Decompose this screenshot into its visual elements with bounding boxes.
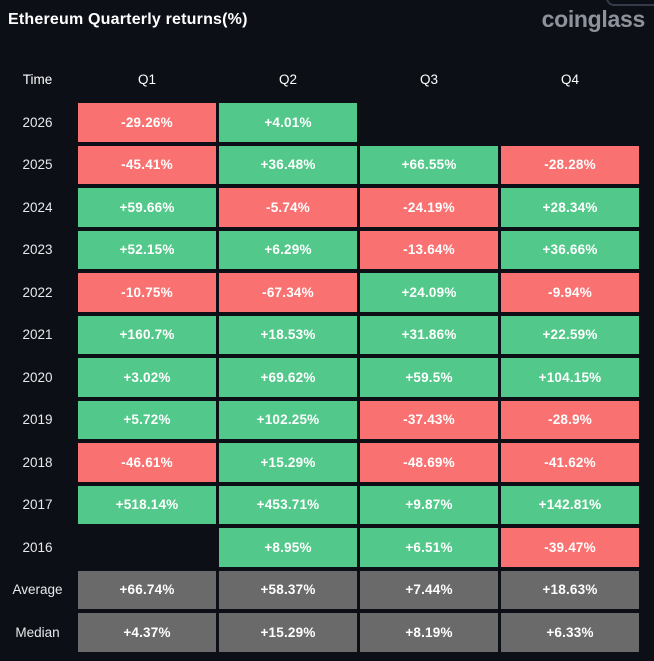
return-cell: -39.47% xyxy=(501,528,639,567)
column-header: Q2 xyxy=(278,71,297,87)
table-row: 2017 +518.14% +453.71% +9.87% +142.81% xyxy=(0,485,639,524)
row-label: 2016 xyxy=(22,539,53,555)
return-cell: +58.37% xyxy=(219,570,357,609)
table-row: 2020 +3.02% +69.62% +59.5% +104.15% xyxy=(0,358,639,397)
return-cell: +66.55% xyxy=(360,145,498,184)
return-cell: +7.44% xyxy=(360,570,498,609)
return-cell: +9.87% xyxy=(360,485,498,524)
return-cell: +36.48% xyxy=(219,145,357,184)
return-cell: +8.19% xyxy=(360,613,498,652)
row-label: 2021 xyxy=(22,327,53,343)
return-cell: +59.5% xyxy=(360,358,498,397)
row-label: 2022 xyxy=(22,284,53,300)
column-header: Q4 xyxy=(560,71,579,87)
return-cell: -24.19% xyxy=(360,188,498,227)
return-cell: -46.61% xyxy=(78,443,216,482)
return-cell: +104.15% xyxy=(501,358,639,397)
column-header: Time xyxy=(22,71,53,87)
return-cell: +59.66% xyxy=(78,188,216,227)
return-cell: -28.28% xyxy=(501,145,639,184)
row-label: 2026 xyxy=(22,114,53,130)
page-title: Ethereum Quarterly returns(%) xyxy=(8,11,248,28)
table-row: 2022 -10.75% -67.34% +24.09% -9.94% xyxy=(0,273,639,312)
row-label: 2019 xyxy=(22,412,53,428)
return-cell: +69.62% xyxy=(219,358,357,397)
return-cell: -48.69% xyxy=(360,443,498,482)
table-row: 2023 +52.15% +6.29% -13.64% +36.66% xyxy=(0,230,639,269)
table-row: Median +4.37% +15.29% +8.19% +6.33% xyxy=(0,613,639,652)
row-label: 2017 xyxy=(22,497,53,513)
row-label: 2025 xyxy=(22,157,53,173)
empty-cell xyxy=(501,103,639,142)
return-cell: -28.9% xyxy=(501,400,639,439)
table-row: 2025 -45.41% +36.48% +66.55% -28.28% xyxy=(0,145,639,184)
table-rows: 2026 -29.26% +4.01% 2025 -45.41% +36.48% +66.5… xyxy=(0,103,639,652)
table-row: Average +66.74% +58.37% +7.44% +18.63% xyxy=(0,570,639,609)
column-header: Q3 xyxy=(419,71,438,87)
return-cell: +142.81% xyxy=(501,485,639,524)
row-label: 2018 xyxy=(22,454,53,470)
return-cell: +6.51% xyxy=(360,528,498,567)
header-row: Time Q1 Q2 Q3 Q4 xyxy=(0,66,639,92)
return-cell: +28.34% xyxy=(501,188,639,227)
row-label: 2023 xyxy=(22,242,53,258)
quarterly-returns-table: Time Q1 Q2 Q3 Q4 2026 -29.26% +4.01% 2025 -45.41… xyxy=(0,66,639,652)
table-row: 2019 +5.72% +102.25% -37.43% -28.9% xyxy=(0,400,639,439)
row-label: 2024 xyxy=(22,199,53,215)
return-cell: -10.75% xyxy=(78,273,216,312)
coinglass-logo[interactable]: coinglass xyxy=(541,6,646,32)
empty-cell xyxy=(360,103,498,142)
table-row: 2021 +160.7% +18.53% +31.86% +22.59% xyxy=(0,315,639,354)
return-cell: +15.29% xyxy=(219,613,357,652)
return-cell: +6.33% xyxy=(501,613,639,652)
return-cell: +102.25% xyxy=(219,400,357,439)
return-cell: +15.29% xyxy=(219,443,357,482)
return-cell: -5.74% xyxy=(219,188,357,227)
return-cell: -13.64% xyxy=(360,230,498,269)
return-cell: +24.09% xyxy=(360,273,498,312)
table-row: 2016 +8.95% +6.51% -39.47% xyxy=(0,528,639,567)
return-cell: +31.86% xyxy=(360,315,498,354)
return-cell: -67.34% xyxy=(219,273,357,312)
return-cell: +518.14% xyxy=(78,485,216,524)
return-cell: -9.94% xyxy=(501,273,639,312)
return-cell: -29.26% xyxy=(78,103,216,142)
return-cell: +3.02% xyxy=(78,358,216,397)
table-row: 2024 +59.66% -5.74% -24.19% +28.34% xyxy=(0,188,639,227)
row-label: 2020 xyxy=(22,369,53,385)
return-cell: +160.7% xyxy=(78,315,216,354)
return-cell: +22.59% xyxy=(501,315,639,354)
table-row: 2018 -46.61% +15.29% -48.69% -41.62% xyxy=(0,443,639,482)
row-label: Median xyxy=(15,624,60,640)
return-cell: +4.01% xyxy=(219,103,357,142)
column-header: Q1 xyxy=(137,71,156,87)
return-cell: +6.29% xyxy=(219,230,357,269)
return-cell: +36.66% xyxy=(501,230,639,269)
return-cell: +453.71% xyxy=(219,485,357,524)
row-label: Average xyxy=(12,582,63,598)
return-cell: -37.43% xyxy=(360,400,498,439)
return-cell: -41.62% xyxy=(501,443,639,482)
table-row: 2026 -29.26% +4.01% xyxy=(0,103,639,142)
return-cell: -45.41% xyxy=(78,145,216,184)
empty-cell xyxy=(78,528,216,567)
return-cell: +8.95% xyxy=(219,528,357,567)
return-cell: +4.37% xyxy=(78,613,216,652)
return-cell: +5.72% xyxy=(78,400,216,439)
return-cell: +18.53% xyxy=(219,315,357,354)
return-cell: +66.74% xyxy=(78,570,216,609)
corner-fragment xyxy=(606,0,654,6)
return-cell: +18.63% xyxy=(501,570,639,609)
return-cell: +52.15% xyxy=(78,230,216,269)
